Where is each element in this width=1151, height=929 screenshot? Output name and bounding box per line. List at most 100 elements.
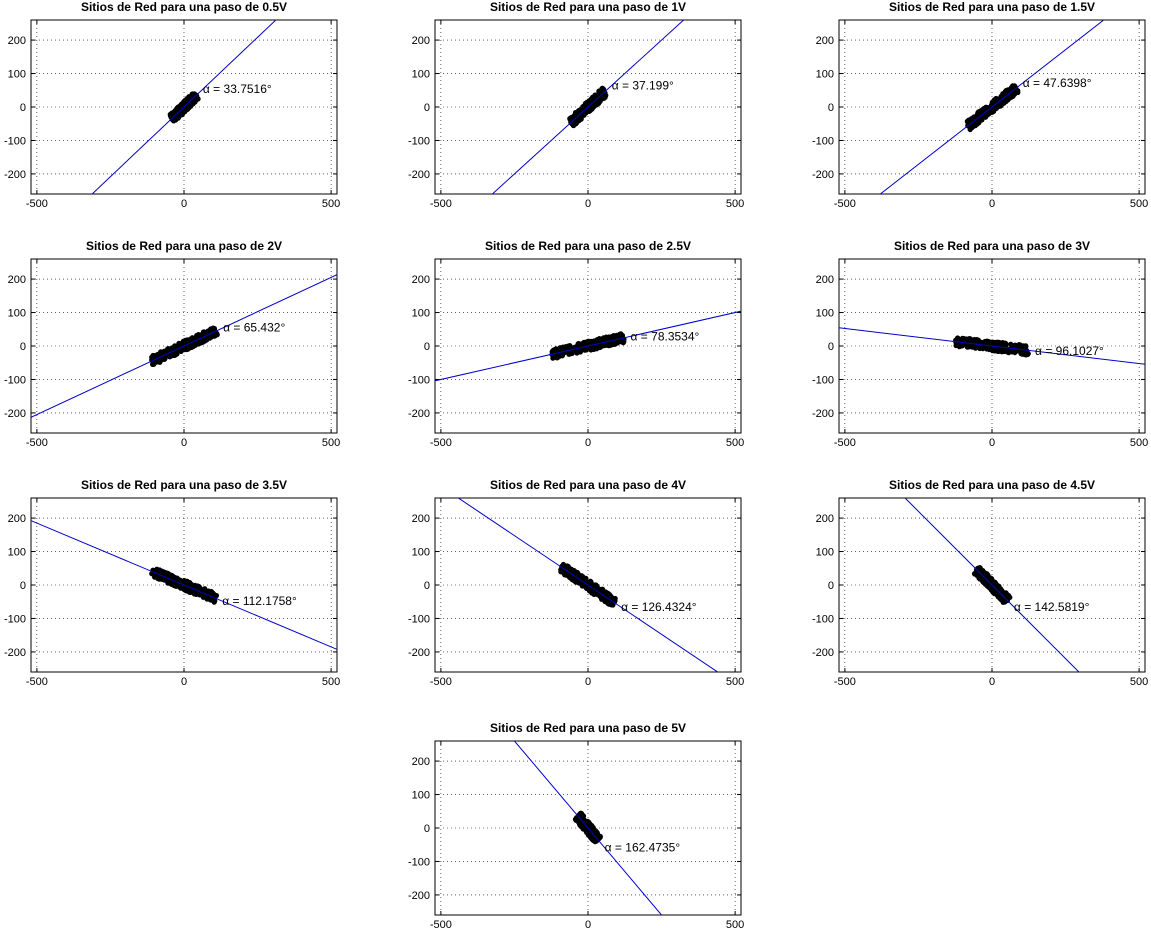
data-point bbox=[180, 338, 187, 344]
data-point bbox=[979, 117, 985, 123]
x-tick-label: 500 bbox=[726, 676, 744, 688]
data-point bbox=[158, 568, 164, 574]
data-point bbox=[1019, 344, 1025, 350]
x-tick-label: 0 bbox=[989, 437, 995, 449]
data-point bbox=[196, 332, 202, 338]
data-point bbox=[979, 575, 985, 581]
y-tick-label: 200 bbox=[8, 274, 26, 286]
alpha-annotation: α = 142.5819° bbox=[1014, 600, 1090, 614]
data-point bbox=[157, 358, 163, 364]
data-point bbox=[564, 563, 570, 569]
alpha-annotation: α = 126.4324° bbox=[621, 600, 697, 614]
y-tick-label: 200 bbox=[412, 274, 430, 286]
subplot-title: Sitios de Red para una paso de 1.5V bbox=[889, 0, 1095, 14]
y-tick-label: 0 bbox=[424, 102, 430, 114]
subplot-8: -500 0 500 -200 -100 0 100 200 α = 126.4324° Siti… bbox=[408, 478, 744, 688]
data-point bbox=[582, 583, 588, 589]
y-tick-label: 100 bbox=[412, 547, 430, 559]
y-tick-label: 0 bbox=[20, 580, 26, 592]
data-point bbox=[999, 341, 1005, 348]
data-point bbox=[611, 340, 618, 346]
data-point bbox=[578, 116, 584, 122]
data-point bbox=[610, 333, 616, 339]
subplot-3: -500 0 500 -200 -100 0 100 200 α = 47.6398° Sitio… bbox=[812, 0, 1148, 210]
fit-line bbox=[31, 520, 337, 650]
subplot-title: Sitios de Red para una paso de 3.5V bbox=[81, 478, 287, 492]
x-tick-label: 0 bbox=[989, 198, 995, 210]
data-point bbox=[583, 104, 589, 111]
x-tick-label: 0 bbox=[181, 198, 187, 210]
data-point bbox=[567, 116, 573, 122]
fit-line bbox=[839, 327, 1145, 365]
y-tick-label: 100 bbox=[412, 69, 430, 81]
data-point bbox=[591, 338, 597, 344]
data-point bbox=[584, 829, 590, 835]
subplot-title: Sitios de Red para una paso de 4.5V bbox=[889, 478, 1095, 492]
y-tick-label: 0 bbox=[424, 823, 430, 835]
y-tick-label: -100 bbox=[408, 856, 430, 868]
subplot-10: -500 0 500 -200 -100 0 100 200 α = 162.4735° Siti… bbox=[408, 721, 744, 929]
data-point bbox=[989, 587, 995, 593]
data-point bbox=[588, 97, 594, 103]
data-point bbox=[149, 361, 156, 367]
alpha-annotation: α = 162.4735° bbox=[605, 841, 681, 855]
y-tick-label: 100 bbox=[412, 308, 430, 320]
data-point bbox=[212, 333, 218, 339]
y-tick-label: -100 bbox=[812, 613, 834, 625]
data-point bbox=[955, 335, 961, 342]
subplot-title: Sitios de Red para una paso de 5V bbox=[490, 721, 686, 735]
data-point bbox=[984, 574, 990, 580]
y-tick-label: -200 bbox=[408, 647, 430, 659]
fit-line bbox=[31, 274, 337, 418]
data-point bbox=[197, 339, 204, 346]
data-point bbox=[579, 816, 586, 823]
data-point bbox=[1024, 350, 1030, 356]
x-tick-label: -500 bbox=[26, 676, 48, 688]
y-tick-label: 200 bbox=[412, 513, 430, 525]
x-tick-label: 500 bbox=[726, 437, 744, 449]
y-tick-label: 100 bbox=[816, 308, 834, 320]
data-point bbox=[1010, 93, 1016, 99]
data-point bbox=[581, 339, 587, 345]
data-point bbox=[559, 353, 565, 359]
data-point bbox=[982, 105, 988, 111]
data-point bbox=[572, 111, 578, 118]
data-point bbox=[968, 116, 975, 122]
x-tick-label: 0 bbox=[181, 437, 187, 449]
x-tick-label: -500 bbox=[834, 437, 856, 449]
data-point bbox=[1003, 590, 1009, 597]
data-point bbox=[563, 571, 569, 578]
y-tick-label: -100 bbox=[4, 135, 26, 147]
subplot-title: Sitios de Red para una paso de 0.5V bbox=[81, 0, 287, 14]
y-tick-label: 100 bbox=[816, 547, 834, 559]
alpha-annotation: α = 65.432° bbox=[223, 321, 285, 335]
subplot-9: -500 0 500 -200 -100 0 100 200 α = 142.5819° Siti… bbox=[812, 478, 1148, 688]
y-tick-label: -100 bbox=[408, 135, 430, 147]
y-tick-label: 200 bbox=[816, 35, 834, 47]
y-tick-label: -200 bbox=[4, 647, 26, 659]
x-tick-label: 0 bbox=[585, 919, 591, 929]
data-point bbox=[187, 95, 193, 101]
data-point bbox=[1019, 349, 1025, 355]
x-tick-label: 500 bbox=[726, 919, 744, 929]
y-tick-label: -100 bbox=[4, 613, 26, 625]
x-tick-label: -500 bbox=[430, 198, 452, 210]
data-point bbox=[598, 91, 605, 97]
data-point bbox=[997, 587, 1003, 593]
y-tick-label: 200 bbox=[8, 35, 26, 47]
data-point bbox=[207, 335, 213, 341]
subplot-title: Sitios de Red para una paso de 1V bbox=[490, 0, 686, 14]
data-point bbox=[1008, 341, 1014, 347]
data-point bbox=[994, 347, 1000, 353]
data-point bbox=[598, 344, 604, 350]
y-tick-label: -200 bbox=[408, 169, 430, 181]
x-tick-label: -500 bbox=[834, 198, 856, 210]
subplot-2: -500 0 500 -200 -100 0 100 200 α = 37.199° Sitios… bbox=[408, 0, 744, 210]
y-tick-label: -200 bbox=[408, 408, 430, 420]
data-point bbox=[579, 573, 585, 579]
fit-line bbox=[513, 741, 663, 915]
y-tick-label: 200 bbox=[816, 513, 834, 525]
point-cloud bbox=[149, 325, 220, 367]
data-point bbox=[186, 105, 192, 111]
